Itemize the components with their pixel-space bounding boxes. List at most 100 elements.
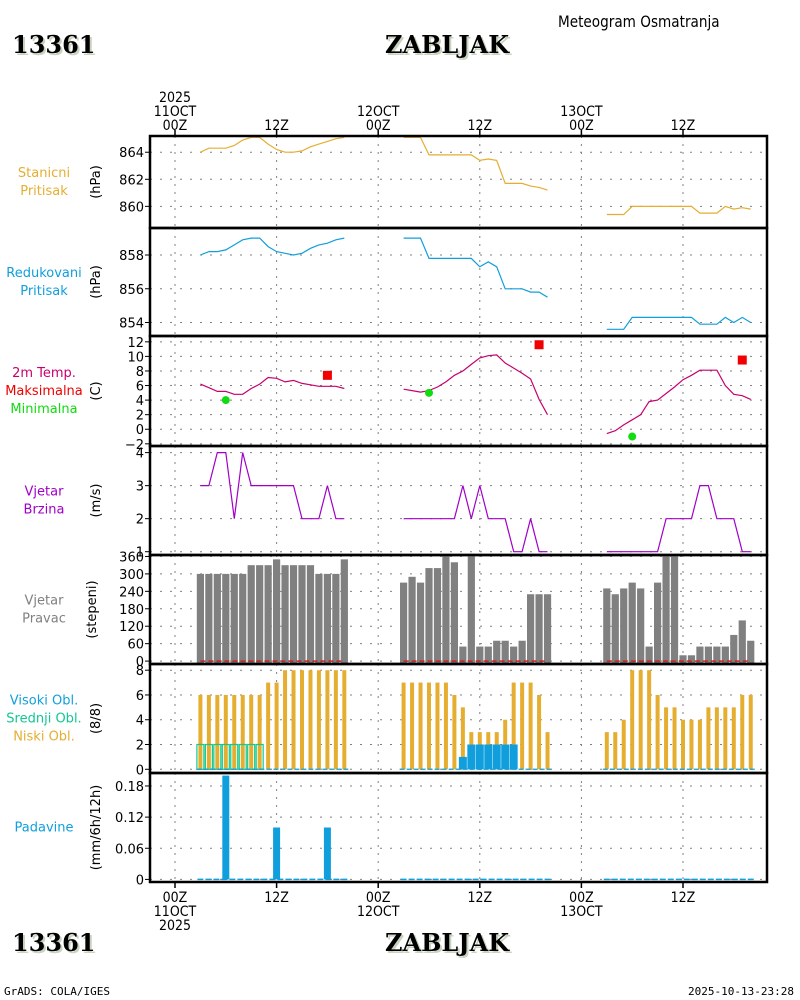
- y-tick-label: 8: [136, 365, 144, 380]
- series-line: [200, 237, 345, 256]
- y-axis-label: (m/s): [89, 484, 104, 518]
- low-cloud-bar: [308, 670, 313, 770]
- y-tick-label: 854: [119, 317, 144, 332]
- wind-dir-bar: [247, 565, 255, 664]
- y-tick-label: 4: [136, 447, 144, 462]
- top-time-label: 00Z: [163, 118, 188, 134]
- mid-cloud-bar: [247, 743, 256, 770]
- wind-dir-bar: [340, 559, 348, 664]
- wind-dir-bar: [679, 655, 687, 664]
- y-tick-label: 3: [136, 480, 144, 495]
- panel-frame: [148, 334, 769, 448]
- low-cloud-bar: [537, 694, 542, 770]
- wind-dir-bar: [704, 646, 712, 664]
- panel-title-line: Pritisak: [20, 184, 68, 199]
- wind-dir-bar: [662, 556, 670, 664]
- wind-dir-bar: [264, 565, 272, 664]
- wind-dir-bar: [611, 594, 619, 664]
- wind-dir-bar: [239, 573, 247, 664]
- y-tick-label: 0: [136, 873, 144, 888]
- top-time-label: 12Z: [671, 118, 696, 134]
- y-tick-label: 4: [136, 394, 144, 409]
- panel-title-line: Padavine: [15, 821, 74, 836]
- top-time-label: 12OCT: [357, 104, 400, 120]
- low-cloud-bar: [274, 682, 279, 770]
- y-tick-label: 12: [127, 336, 144, 351]
- low-cloud-bar: [266, 682, 271, 770]
- low-cloud-bar: [460, 707, 465, 770]
- low-cloud-bar: [401, 682, 406, 770]
- low-cloud-bar: [638, 670, 643, 770]
- station-id-bottom: 13361: [12, 928, 96, 957]
- y-tick-label: 0.12: [115, 811, 144, 826]
- series-line: [403, 485, 548, 553]
- low-cloud-bar: [418, 682, 423, 770]
- y-tick-label: 120: [119, 620, 144, 635]
- low-cloud-bar: [520, 682, 525, 770]
- wind-dir-bar: [721, 646, 729, 664]
- low-cloud-bar: [333, 670, 338, 770]
- top-time-label: 00Z: [569, 118, 594, 134]
- y-tick-label: 360: [119, 550, 144, 565]
- panel-title-line: Pritisak: [20, 284, 68, 299]
- low-cloud-bar: [528, 682, 533, 770]
- panel-wind_speed: 1 2 3 4 (m/s) Vjetar Brzina: [24, 444, 769, 561]
- y-tick-label: 856: [119, 283, 144, 298]
- bottom-time-label: 12Z: [671, 890, 696, 906]
- wind-dir-bar: [628, 582, 636, 664]
- low-cloud-bar: [681, 719, 685, 770]
- high-cloud-bar: [484, 744, 493, 770]
- wind-dir-bar: [332, 573, 340, 664]
- wind-dir-bar: [196, 573, 204, 664]
- top-time-label: 12Z: [264, 118, 289, 134]
- low-cloud-bar: [655, 694, 660, 770]
- series-line: [200, 136, 345, 153]
- wind-dir-bar: [518, 640, 526, 664]
- panel-wind_direction: 0 60 120 180 240 300 360 (stepeni) Vjetar Pravac: [22, 550, 769, 670]
- low-cloud-bar: [291, 670, 296, 770]
- bottom-time-label: 13OCT: [560, 904, 603, 920]
- wind-dir-bar: [205, 573, 213, 664]
- series-line: [606, 369, 751, 435]
- y-tick-label: 6: [136, 689, 144, 704]
- bottom-time-label: 00Z: [366, 890, 391, 906]
- y-tick-label: 0.18: [115, 780, 144, 795]
- wind-dir-bar: [281, 565, 289, 664]
- panel-title-line: Maksimalna: [5, 384, 83, 399]
- wind-dir-bar: [713, 646, 721, 664]
- wind-dir-bar: [603, 588, 611, 664]
- low-cloud-bar: [300, 670, 304, 770]
- wind-dir-bar: [213, 573, 221, 664]
- low-cloud-bar: [240, 694, 245, 770]
- low-cloud-bar: [198, 694, 203, 770]
- y-tick-label: 858: [119, 249, 144, 264]
- y-tick-label: 300: [119, 568, 144, 583]
- wind-dir-bar: [256, 565, 264, 664]
- y-tick-label: 2: [136, 409, 144, 424]
- top-time-label: 11OCT: [154, 104, 197, 120]
- y-tick-label: 0: [136, 763, 144, 778]
- tmax-marker: [534, 340, 544, 350]
- low-cloud-bar: [410, 682, 415, 770]
- mid-cloud-bar: [213, 743, 222, 770]
- wind-dir-bar: [620, 588, 628, 664]
- wind-dir-bar: [501, 640, 509, 664]
- low-cloud-bar: [316, 670, 321, 770]
- low-cloud-bar: [452, 694, 457, 770]
- wind-dir-bar: [230, 573, 238, 664]
- meteogram-subtitle: Meteogram Osmatranja: [558, 12, 720, 31]
- high-cloud-bar: [509, 744, 518, 770]
- low-cloud-bar: [689, 719, 694, 770]
- wind-dir-bar: [476, 646, 484, 664]
- wind-dir-bar: [400, 582, 408, 664]
- series-line: [606, 205, 751, 216]
- low-cloud-bar: [647, 670, 652, 770]
- y-tick-label: 860: [119, 200, 144, 215]
- wind-dir-bar: [289, 565, 298, 664]
- y-tick-label: 8: [136, 664, 144, 679]
- series-line: [403, 354, 549, 415]
- y-tick-label: −2: [125, 438, 144, 453]
- wind-dir-bar: [323, 573, 331, 664]
- series-line: [403, 136, 548, 191]
